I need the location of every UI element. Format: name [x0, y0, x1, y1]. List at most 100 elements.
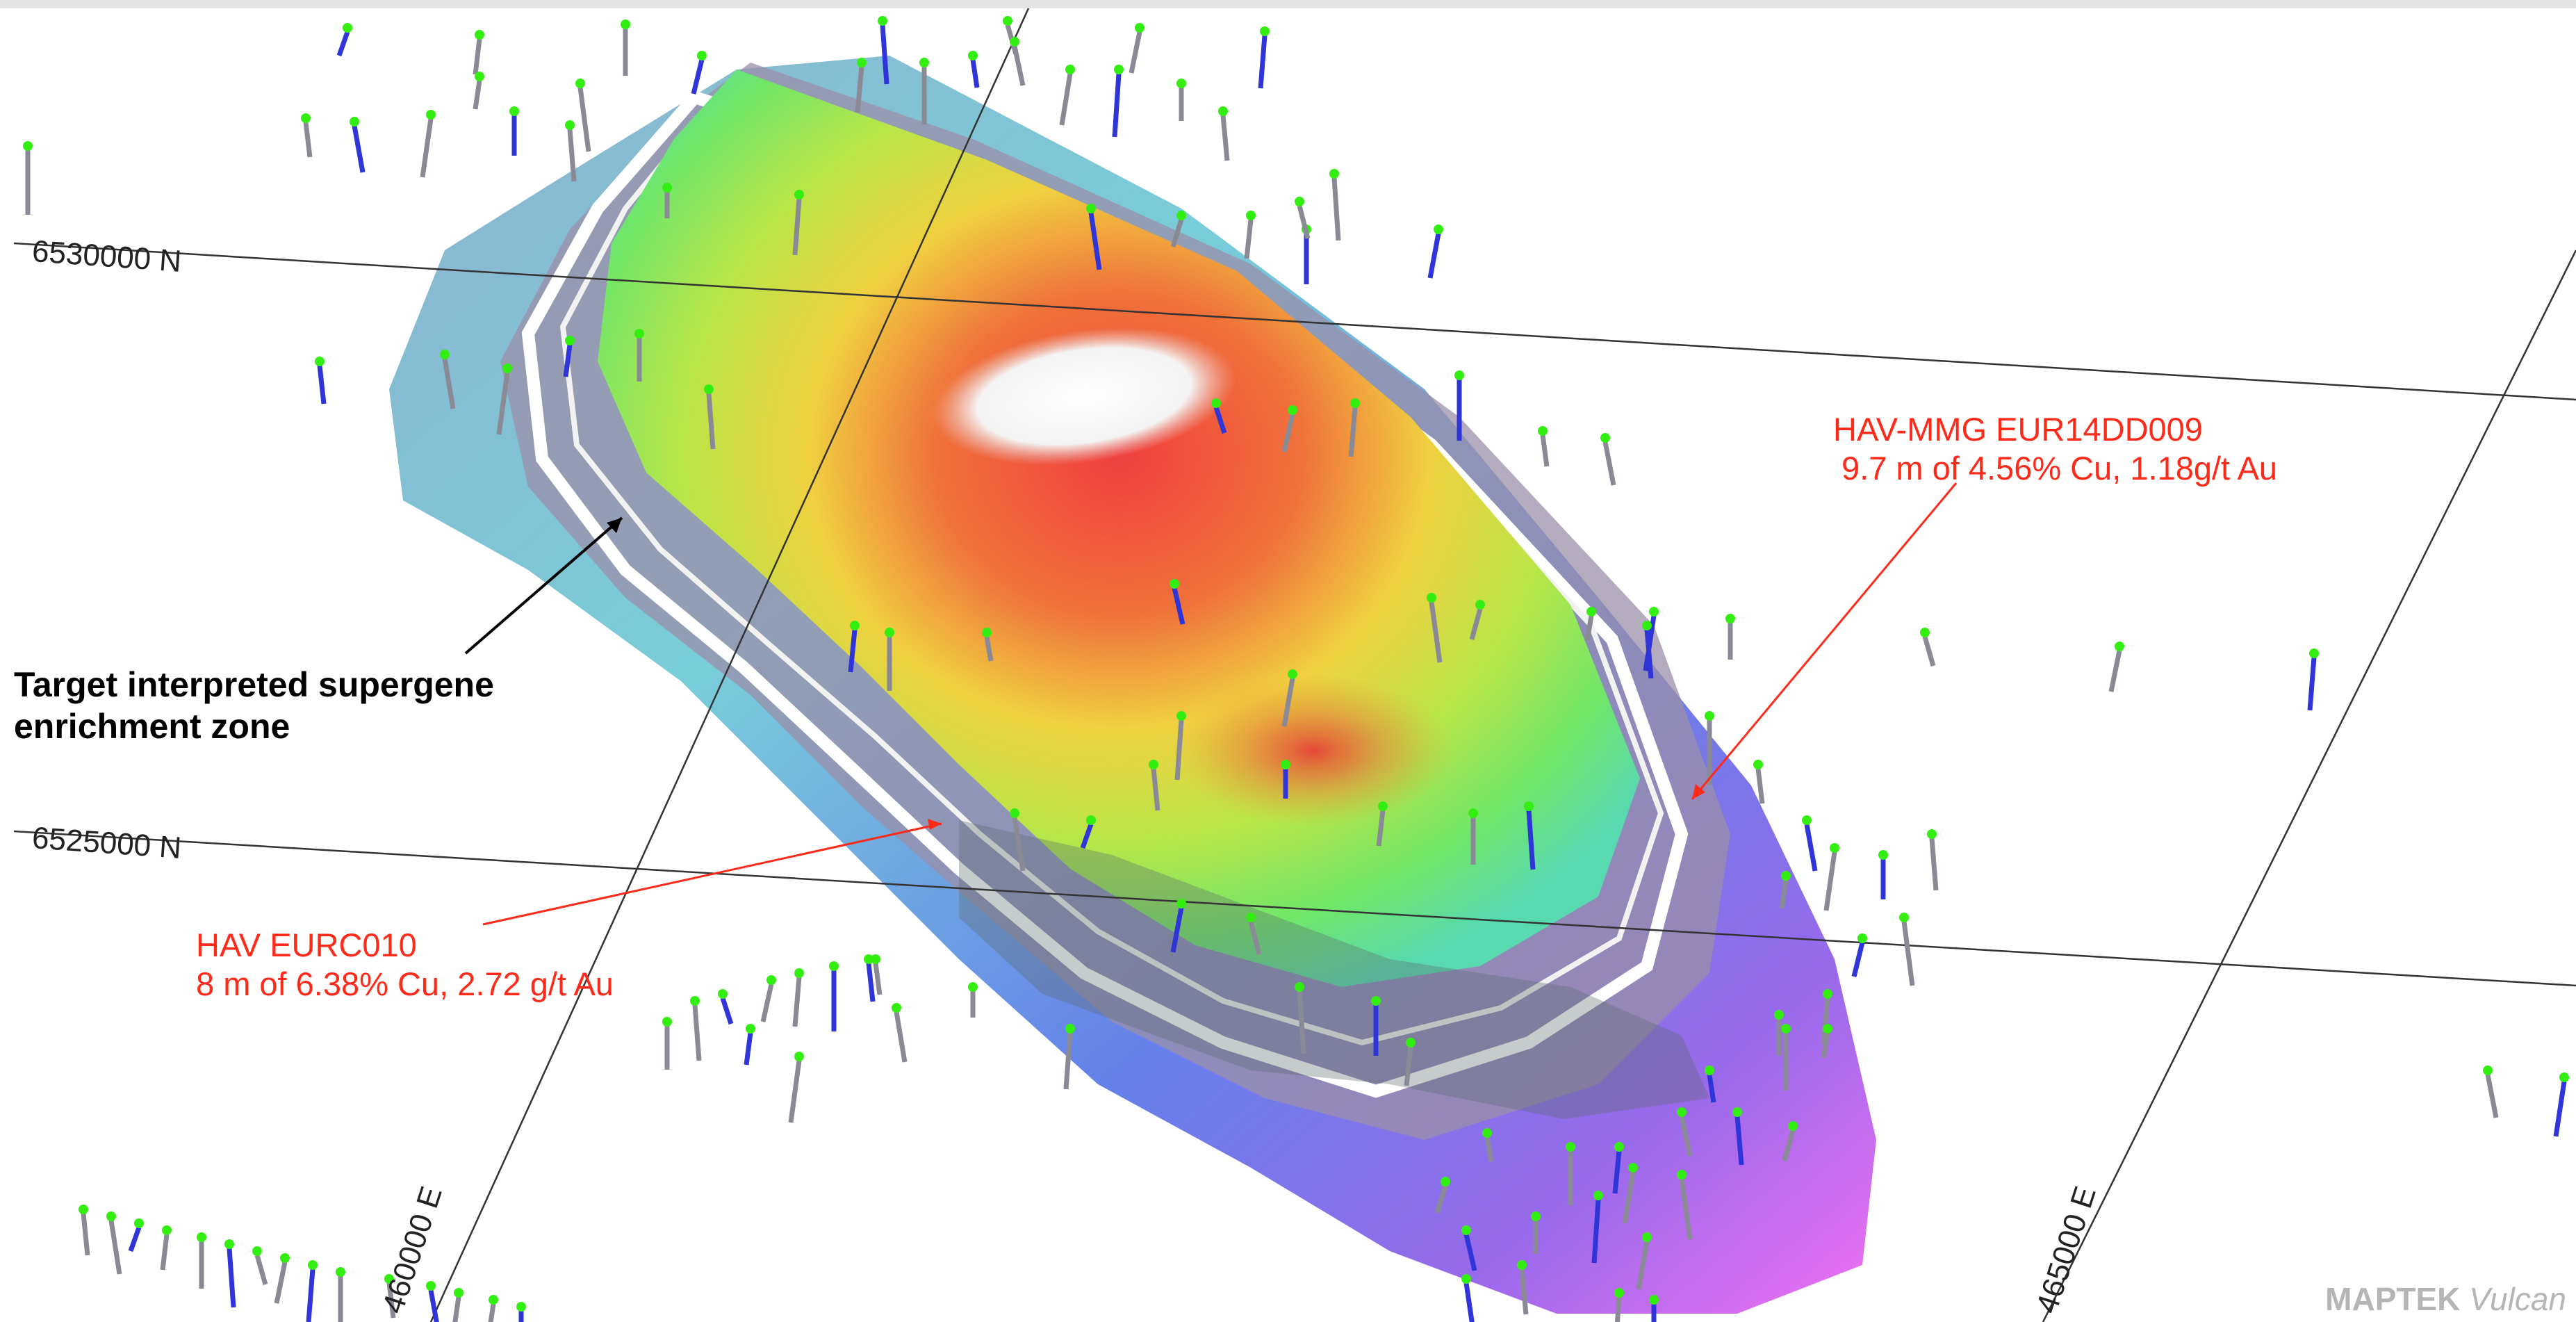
drillhole-trace — [1526, 810, 1536, 870]
drillhole-trace — [691, 59, 705, 95]
drillhole-collar — [1176, 79, 1186, 88]
eur14dd009-intercept: 9.7 m of 4.56% Cu, 1.18g/t Au — [1841, 450, 2278, 487]
drillhole-collar — [489, 1295, 498, 1305]
drillhole-collar — [1677, 1170, 1687, 1180]
drillhole-collar — [1538, 426, 1548, 436]
drillhole-collar — [1524, 801, 1534, 811]
drillhole-collar — [1218, 106, 1228, 116]
drillhole-trace — [473, 38, 482, 75]
drillhole-collar — [982, 628, 992, 637]
drillhole-trace — [1679, 1178, 1693, 1240]
drillhole-trace — [1823, 851, 1837, 911]
drillhole-trace — [970, 59, 980, 88]
drillhole-collar — [426, 110, 436, 120]
drillhole-trace — [1540, 434, 1550, 467]
drillhole-trace — [1170, 218, 1184, 248]
drillhole-collar — [1246, 211, 1256, 220]
drillhole-collar — [23, 141, 33, 151]
drillhole-collar — [1802, 815, 1812, 825]
drillhole-collar — [1211, 398, 1221, 408]
drillhole-trace — [1012, 817, 1026, 872]
drillhole-collar — [1378, 801, 1388, 811]
drillhole-collar — [1920, 628, 1930, 637]
drillhole-collar — [1288, 669, 1297, 679]
drillhole-collar — [1628, 1163, 1638, 1173]
drillhole-collar — [766, 975, 776, 985]
drillhole-collar — [746, 1024, 755, 1034]
drillhole-collar — [1614, 1142, 1624, 1152]
drillhole-trace — [706, 393, 716, 450]
drillhole-trace — [128, 1226, 142, 1252]
drillhole-collar — [2115, 642, 2124, 651]
drillhole-collar — [1781, 1024, 1791, 1034]
drillhole-collar — [1642, 621, 1652, 630]
drillhole-collar — [1461, 1225, 1471, 1235]
drillhole-trace — [1088, 212, 1102, 270]
drillhole-collar — [1010, 808, 1019, 818]
secondary-hot-zone — [1174, 674, 1452, 827]
drillhole-trace — [1519, 1268, 1529, 1315]
drillhole-trace — [1281, 678, 1295, 727]
drillhole-trace — [496, 372, 510, 435]
drillhole-collar — [878, 16, 887, 26]
drillhole-collar — [575, 79, 585, 88]
drillhole-trace — [792, 198, 802, 256]
eurc010-title: HAV EURC010 — [196, 927, 417, 963]
drillhole-collar — [864, 954, 873, 964]
eur14dd009-label: HAV-MMG EUR14DD009 9.7 m of 4.56% Cu, 1.… — [1833, 410, 2277, 489]
annotation-arrows — [464, 482, 1958, 926]
drillhole-trace — [1080, 823, 1094, 849]
drillhole-trace — [1469, 608, 1483, 640]
drillhole-collar — [343, 23, 352, 33]
drillhole-trace — [1584, 615, 1594, 642]
drillhole-trace — [1220, 115, 1230, 161]
drillhole-collar — [1475, 600, 1485, 610]
drillhole-trace — [873, 963, 883, 995]
drillhole-trace — [108, 1220, 122, 1275]
coordinate-grid — [13, 8, 2576, 1322]
drillhole-trace — [1297, 990, 1306, 1054]
drillhole-collar — [1434, 225, 1443, 234]
drillhole-collar — [1427, 593, 1436, 603]
drillhole-trace — [720, 997, 734, 1025]
drillhole-trace — [866, 963, 876, 1002]
drillhole-collar — [697, 51, 707, 60]
drillhole-collar — [79, 1205, 88, 1214]
drillhole-collar — [1288, 405, 1297, 415]
drillhole-collar — [1732, 1107, 1742, 1117]
drillhole-collar — [850, 621, 860, 630]
drillhole-collar — [384, 1274, 394, 1284]
drillhole-collar — [885, 628, 894, 637]
drillhole-trace — [1172, 587, 1186, 625]
drillhole-trace — [744, 1032, 753, 1066]
drillhole-trace — [788, 1060, 802, 1123]
drillhole-collar — [1705, 1066, 1714, 1075]
drillhole-trace — [1112, 73, 1122, 138]
drillhole-collar — [621, 19, 630, 29]
drillhole-trace — [1463, 1282, 1475, 1322]
drillhole-collar — [454, 1288, 463, 1298]
drillhole-collar — [968, 982, 978, 992]
drillhole-collar — [1371, 996, 1381, 1006]
drillhole-trace — [1707, 1074, 1716, 1103]
eurc010-arrow — [482, 822, 942, 926]
drillhole-trace — [1851, 942, 1865, 977]
drillhole-collar — [1705, 711, 1714, 721]
drillhole-collar — [1593, 1191, 1603, 1200]
drillhole-collar — [2559, 1072, 2569, 1082]
drillhole-trace — [563, 344, 573, 377]
drillhole-trace — [1213, 406, 1227, 434]
drillhole-collar — [1566, 1142, 1575, 1152]
drillhole-collar — [350, 117, 359, 127]
drillhole-trace — [1429, 601, 1443, 663]
watermark-brand: MAPTEK — [2325, 1281, 2461, 1317]
drillhole-trace — [473, 80, 482, 110]
drillhole-trace — [442, 358, 456, 409]
eurc010-intercept: 8 m of 6.38% Cu, 2.72 g/t Au — [196, 965, 614, 1003]
drillhole-trace — [452, 1296, 461, 1322]
maptek-vulcan-watermark: MAPTEK Vulcan — [2325, 1280, 2566, 1318]
drillhole-collar — [1482, 1128, 1492, 1138]
drillhole-collar — [1830, 843, 1839, 853]
drillhole-trace — [1821, 1032, 1830, 1059]
drillhole-collar — [280, 1253, 290, 1263]
